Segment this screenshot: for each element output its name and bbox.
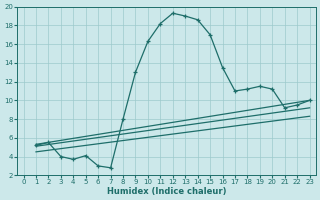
X-axis label: Humidex (Indice chaleur): Humidex (Indice chaleur) (107, 187, 226, 196)
